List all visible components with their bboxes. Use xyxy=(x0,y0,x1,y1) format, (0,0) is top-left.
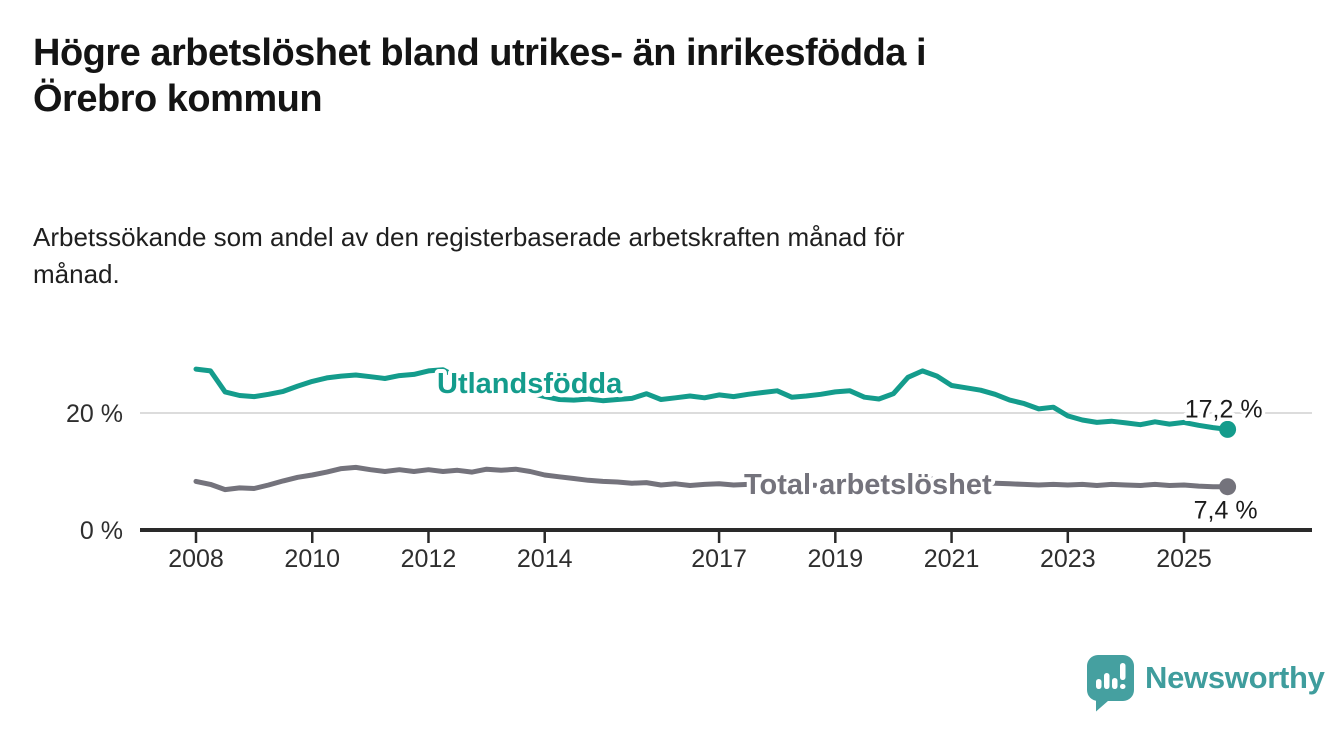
chart-title-line-2: Örebro kommun xyxy=(33,76,1233,122)
x-axis-tick-label: 2017 xyxy=(691,545,747,573)
x-axis-tick-label: 2021 xyxy=(924,545,980,573)
newsworthy-logo: Newsworthy xyxy=(1086,654,1325,714)
logo-bubble xyxy=(1087,655,1134,701)
logo-exclamation-dot xyxy=(1120,684,1126,689)
x-axis-tick-label: 2025 xyxy=(1156,545,1212,573)
x-axis-tick-label: 2012 xyxy=(401,545,457,573)
y-axis-tick-label: 0 % xyxy=(80,517,123,545)
x-axis-tick-label: 2019 xyxy=(808,545,864,573)
chart-subtitle-line-2: månad. xyxy=(33,256,1233,293)
y-axis-tick-label: 20 % xyxy=(66,400,123,428)
logo-bar-1 xyxy=(1096,679,1102,689)
x-axis-tick-label: 2014 xyxy=(517,545,573,573)
series-end-dot-total xyxy=(1219,478,1236,495)
logo-bar-2 xyxy=(1104,673,1110,689)
series-inline-label-utlandsfodda: Utlandsfödda xyxy=(437,368,623,400)
chart-title-line-1: Högre arbetslöshet bland utrikes- än inr… xyxy=(33,30,1233,76)
series-end-dot-utlandsfodda xyxy=(1219,421,1236,438)
unemployment-chart: 2008 2010 2012 2014 2017 2019 2021 2023 2025 0 % 2… xyxy=(0,330,1340,600)
newsworthy-logo-icon xyxy=(1086,654,1136,714)
series-line-total xyxy=(196,467,1228,489)
x-axis-tick-label: 2023 xyxy=(1040,545,1096,573)
series-end-value-label-utlandsfodda: 17,2 % xyxy=(1185,395,1263,423)
chart-title: Högre arbetslöshet bland utrikes- än inr… xyxy=(33,30,1233,122)
series-end-value-label-total: 7,4 % xyxy=(1194,497,1258,525)
chart-subtitle: Arbetssökande som andel av den registerb… xyxy=(33,219,1233,293)
x-axis-tick-label: 2008 xyxy=(168,545,224,573)
chart-subtitle-line-1: Arbetssökande som andel av den registerb… xyxy=(33,219,1233,256)
series-inline-label-total: Total arbetslöshet xyxy=(744,469,992,501)
x-axis-tick-label: 2010 xyxy=(284,545,340,573)
series-line-utlandsfodda xyxy=(196,369,1228,429)
newsworthy-brand-text: Newsworthy xyxy=(1145,654,1325,701)
chart-page: Högre arbetslöshet bland utrikes- än inr… xyxy=(0,0,1340,734)
logo-exclamation-bar xyxy=(1120,663,1126,680)
logo-bar-3 xyxy=(1112,678,1118,689)
